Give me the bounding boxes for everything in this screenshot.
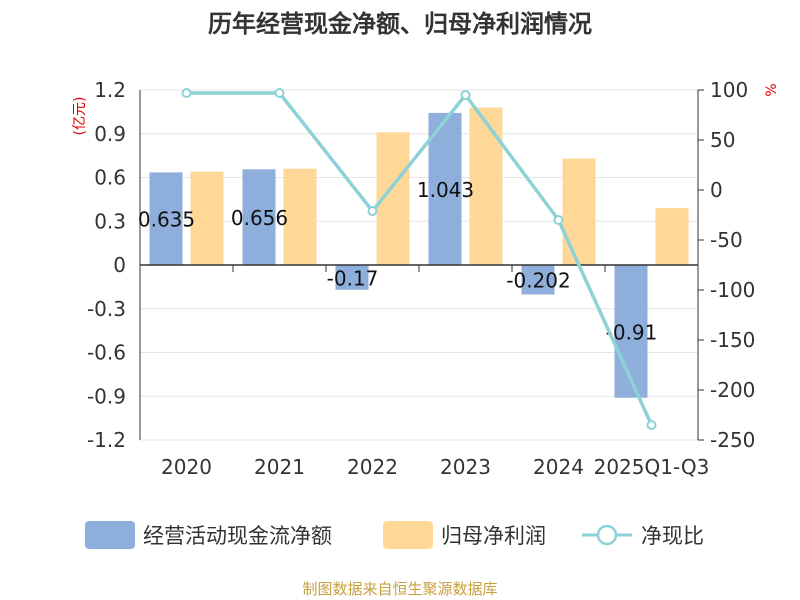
right-tick-label: 50 xyxy=(710,128,735,152)
x-axis-ticks: 2020 2021 2022 2023 2024 2025Q1-Q3 xyxy=(161,455,709,479)
bars xyxy=(149,107,689,398)
bar-label-cashflow: 0.635 xyxy=(138,208,195,232)
legend-swatch-profit xyxy=(383,521,433,549)
left-tick-label: 0 xyxy=(113,253,126,277)
ratio-polyline xyxy=(186,91,654,426)
left-tick-label: -0.9 xyxy=(87,384,126,408)
right-tick-label: 100 xyxy=(710,78,748,102)
x-tick-label: 2021 xyxy=(254,455,305,479)
x-tick-label: 2020 xyxy=(161,455,212,479)
legend-label-ratio: 净现比 xyxy=(641,524,704,548)
zero-axis xyxy=(139,264,699,272)
right-tick-label: 0 xyxy=(710,178,723,202)
legend-marker-ratio xyxy=(596,524,618,546)
right-tick-label: -250 xyxy=(710,428,755,452)
bar-cashflow xyxy=(149,172,183,265)
left-tick-label: 0.3 xyxy=(94,209,126,233)
bar-label-cashflow: -0.202 xyxy=(506,269,570,293)
legend-label-cashflow: 经营活动现金流净额 xyxy=(143,524,332,548)
right-axis-unit: % xyxy=(764,83,780,96)
chart-title: 历年经营现金净额、归母净利润情况 xyxy=(208,10,592,38)
bar-profit xyxy=(562,158,596,265)
source-note: 制图数据来自恒生聚源数据库 xyxy=(302,580,497,598)
bar-cashflow xyxy=(335,265,369,290)
x-tick-label: 2025Q1-Q3 xyxy=(594,455,710,479)
x-tick-label: 2024 xyxy=(533,455,584,479)
right-tick-label: -150 xyxy=(710,328,755,352)
bar-profit xyxy=(283,168,317,265)
left-tick-label: -1.2 xyxy=(87,428,126,452)
bar-label-cashflow: 1.043 xyxy=(417,178,474,202)
bar-cashflow xyxy=(428,112,462,265)
bar-profit xyxy=(469,107,503,265)
ratio-point xyxy=(460,90,471,100)
legend: 经营活动现金流净额 归母净利润 净现比 xyxy=(85,521,704,549)
right-tick-label: -50 xyxy=(710,228,743,252)
legend-label-profit: 归母净利润 xyxy=(441,524,546,548)
bar-label-cashflow: 0.656 xyxy=(231,206,288,230)
left-axis-unit: (亿元) xyxy=(72,97,88,136)
left-tick-label: 1.2 xyxy=(94,78,126,102)
right-axis-ticks: 100 50 0 -50 -100 -150 -200 -250 xyxy=(698,78,755,452)
right-tick-label: -200 xyxy=(710,378,755,402)
ratio-point xyxy=(274,88,285,98)
ratio-point xyxy=(646,420,657,430)
x-tick-label: 2022 xyxy=(347,455,398,479)
bar-cashflow xyxy=(242,169,276,265)
right-tick-label: -100 xyxy=(710,278,755,302)
left-tick-label: -0.3 xyxy=(87,297,126,321)
bar-cashflow xyxy=(521,265,555,295)
left-tick-label: -0.6 xyxy=(87,341,126,365)
ratio-point xyxy=(181,88,192,98)
ratio-point xyxy=(367,206,378,216)
x-tick-label: 2023 xyxy=(440,455,491,479)
ratio-line xyxy=(181,88,657,430)
bar-labels: 0.635 0.656-0.171.043-0.202-0.91 xyxy=(138,178,658,344)
legend-swatch-cashflow xyxy=(85,521,135,549)
left-axis-ticks: 1.2 0.9 0.6 0.3 0 -0.3 -0.6 -0.9 -1.2 xyxy=(87,78,126,452)
left-tick-label: 0.6 xyxy=(94,166,126,190)
ratio-point xyxy=(553,215,564,225)
bar-profit xyxy=(655,208,689,265)
bar-profit xyxy=(190,171,224,265)
bar-label-cashflow: -0.17 xyxy=(327,266,379,290)
left-tick-label: 0.9 xyxy=(94,122,126,146)
